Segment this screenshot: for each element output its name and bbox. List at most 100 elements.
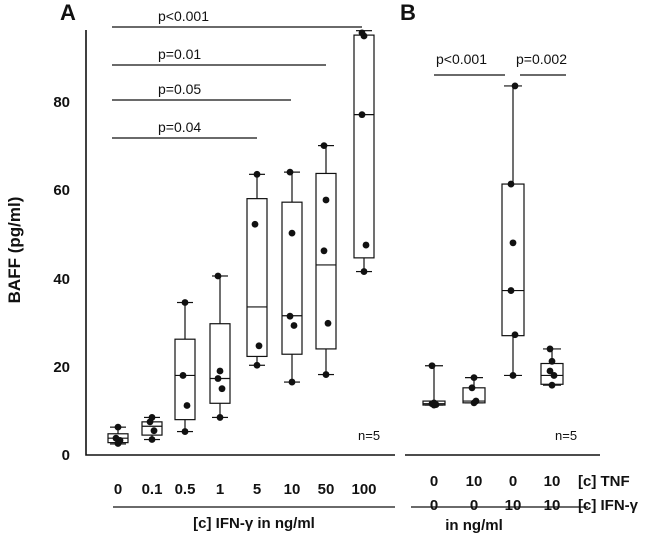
data-point bbox=[148, 414, 156, 421]
data-point bbox=[507, 287, 515, 294]
box bbox=[501, 183, 525, 337]
data-point bbox=[251, 220, 259, 228]
data-point bbox=[286, 168, 294, 176]
panel-b-comparisons: p<0.001 p=0.002 bbox=[434, 51, 567, 76]
data-point bbox=[428, 362, 436, 370]
data-point bbox=[511, 331, 519, 339]
data-point bbox=[324, 319, 332, 327]
data-point bbox=[216, 367, 224, 375]
data-point bbox=[290, 322, 298, 329]
y-tick-label: 40 bbox=[53, 271, 70, 288]
data-point bbox=[320, 247, 328, 255]
data-point bbox=[430, 399, 438, 407]
data-point bbox=[511, 82, 519, 90]
data-point bbox=[548, 381, 556, 389]
data-point bbox=[360, 268, 368, 275]
box bbox=[209, 323, 231, 404]
data-point bbox=[320, 142, 328, 150]
data-point bbox=[546, 345, 554, 353]
y-tick-label: 0 bbox=[62, 447, 70, 464]
y-tick-labels: 0 20 40 60 80 bbox=[53, 94, 70, 464]
data-point bbox=[286, 312, 294, 320]
y-tick-label: 80 bbox=[53, 94, 70, 111]
data-point bbox=[362, 241, 370, 249]
data-point bbox=[253, 361, 261, 369]
tnf-row-title: [c] TNF bbox=[578, 473, 630, 490]
data-point bbox=[509, 372, 517, 379]
data-point bbox=[253, 170, 261, 178]
panel-b-boxes bbox=[422, 82, 564, 409]
panel-a-boxes bbox=[107, 29, 375, 447]
panel-a-comparisons: p<0.001 p=0.01 p=0.05 p=0.04 bbox=[112, 8, 362, 139]
data-point bbox=[181, 299, 189, 306]
data-point bbox=[288, 378, 296, 386]
panel-label-b: B bbox=[400, 0, 416, 25]
panel-b-x-axis-title: in ng/ml bbox=[445, 517, 503, 534]
data-point bbox=[470, 374, 478, 382]
panel-a-axes bbox=[85, 30, 395, 456]
data-point bbox=[183, 402, 191, 409]
panel-a-n-label: n=5 bbox=[358, 428, 380, 443]
ifn-value-label: 10 bbox=[505, 497, 522, 514]
data-point bbox=[150, 427, 158, 435]
data-point bbox=[218, 385, 226, 393]
comparison-label: p<0.001 bbox=[436, 51, 487, 67]
y-tick-label: 60 bbox=[53, 182, 70, 199]
data-point bbox=[322, 371, 330, 378]
panel-b-row-labels: 0 10 0 10 0 0 10 10 bbox=[430, 473, 561, 514]
comparison-label: p=0.05 bbox=[158, 81, 201, 97]
ifn-value-label: 0 bbox=[470, 497, 478, 514]
ifn-value-label: 10 bbox=[544, 497, 561, 514]
data-point bbox=[148, 436, 156, 443]
ifn-value-label: 0 bbox=[430, 497, 438, 514]
comparison-label: p=0.01 bbox=[158, 46, 201, 62]
box bbox=[281, 201, 303, 355]
data-point bbox=[509, 239, 517, 247]
x-tick-label: 100 bbox=[351, 481, 376, 498]
tnf-value-label: 0 bbox=[509, 473, 517, 490]
comparison-label: p<0.001 bbox=[158, 8, 209, 24]
y-axis-title: BAFF (pg/ml) bbox=[5, 197, 24, 304]
x-tick-label: 0 bbox=[114, 481, 122, 498]
box bbox=[315, 172, 337, 350]
data-point bbox=[255, 342, 263, 350]
box bbox=[353, 34, 375, 259]
data-point bbox=[472, 397, 480, 405]
panel-a-x-axis-title: [c] IFN-γ in ng/ml bbox=[193, 515, 315, 532]
data-point bbox=[507, 180, 515, 188]
data-point bbox=[358, 29, 366, 37]
x-tick-label: 50 bbox=[318, 481, 335, 498]
x-tick-label: 0.5 bbox=[175, 481, 196, 498]
tnf-value-label: 0 bbox=[430, 473, 438, 490]
tnf-value-label: 10 bbox=[544, 473, 561, 490]
x-tick-label: 1 bbox=[216, 481, 224, 498]
panel-a-category-labels: 0 0.1 0.5 1 5 10 50 100 bbox=[114, 481, 377, 498]
tnf-value-label: 10 bbox=[466, 473, 483, 490]
data-point bbox=[358, 111, 366, 119]
panel-label-a: A bbox=[60, 0, 76, 25]
data-point bbox=[112, 434, 120, 442]
data-point bbox=[181, 428, 189, 435]
x-tick-label: 10 bbox=[284, 481, 301, 498]
x-tick-label: 0.1 bbox=[142, 481, 163, 498]
data-point bbox=[214, 375, 222, 382]
box bbox=[174, 338, 196, 421]
y-tick-label: 20 bbox=[53, 359, 70, 376]
box bbox=[246, 198, 268, 358]
data-point bbox=[179, 372, 187, 379]
data-point bbox=[546, 367, 554, 375]
data-point bbox=[468, 384, 476, 392]
comparison-label: p=0.04 bbox=[158, 119, 201, 135]
data-point bbox=[114, 423, 122, 431]
x-tick-label: 5 bbox=[253, 481, 261, 498]
ifn-row-title: [c] IFN-γ bbox=[578, 497, 639, 514]
panel-b-n-label: n=5 bbox=[555, 428, 577, 443]
data-point bbox=[214, 272, 222, 280]
data-point bbox=[288, 229, 296, 237]
comparison-label: p=0.002 bbox=[516, 51, 567, 67]
data-point bbox=[322, 196, 330, 204]
data-point bbox=[550, 372, 558, 379]
data-point bbox=[548, 357, 556, 365]
data-point bbox=[216, 414, 224, 421]
